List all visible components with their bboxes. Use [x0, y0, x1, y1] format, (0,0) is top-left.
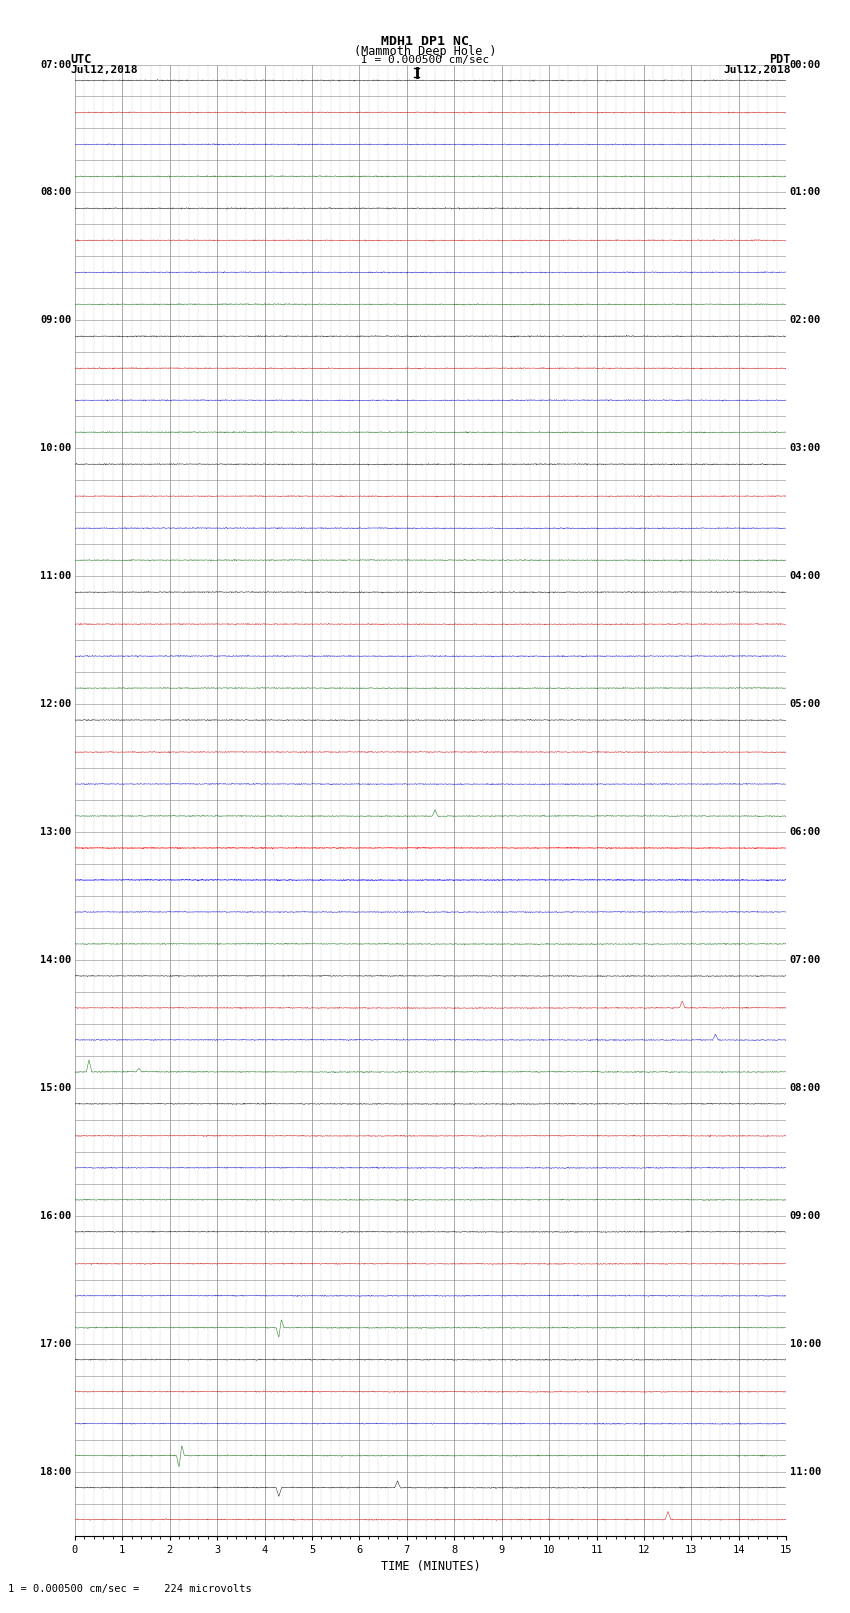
Text: (Mammoth Deep Hole ): (Mammoth Deep Hole ) [354, 45, 496, 58]
Text: 06:00: 06:00 [790, 827, 821, 837]
Text: 18:00: 18:00 [40, 1466, 71, 1476]
Text: UTC: UTC [71, 53, 92, 66]
Text: 1 = 0.000500 cm/sec =    224 microvolts: 1 = 0.000500 cm/sec = 224 microvolts [8, 1584, 252, 1594]
Text: 14:00: 14:00 [40, 955, 71, 965]
Text: 09:00: 09:00 [790, 1211, 821, 1221]
X-axis label: TIME (MINUTES): TIME (MINUTES) [381, 1560, 480, 1573]
Text: 11:00: 11:00 [40, 571, 71, 581]
Text: I = 0.000500 cm/sec: I = 0.000500 cm/sec [361, 55, 489, 65]
Text: PDT: PDT [769, 53, 790, 66]
Text: 01:00: 01:00 [790, 187, 821, 197]
Text: 10:00: 10:00 [790, 1339, 821, 1348]
Text: 11:00: 11:00 [790, 1466, 821, 1476]
Text: 04:00: 04:00 [790, 571, 821, 581]
Text: 09:00: 09:00 [40, 316, 71, 326]
Text: Jul12,2018: Jul12,2018 [71, 65, 138, 74]
Text: 15:00: 15:00 [40, 1082, 71, 1094]
Text: 05:00: 05:00 [790, 698, 821, 710]
Text: 08:00: 08:00 [790, 1082, 821, 1094]
Text: 10:00: 10:00 [40, 444, 71, 453]
Text: 12:00: 12:00 [40, 698, 71, 710]
Text: 17:00: 17:00 [40, 1339, 71, 1348]
Text: 07:00: 07:00 [40, 60, 71, 69]
Text: 03:00: 03:00 [790, 444, 821, 453]
Text: 16:00: 16:00 [40, 1211, 71, 1221]
Text: 02:00: 02:00 [790, 316, 821, 326]
Text: 08:00: 08:00 [40, 187, 71, 197]
Text: 07:00: 07:00 [790, 955, 821, 965]
Text: 13:00: 13:00 [40, 827, 71, 837]
Text: 00:00: 00:00 [790, 60, 821, 69]
Text: MDH1 DP1 NC: MDH1 DP1 NC [381, 35, 469, 48]
Text: Jul12,2018: Jul12,2018 [723, 65, 791, 74]
